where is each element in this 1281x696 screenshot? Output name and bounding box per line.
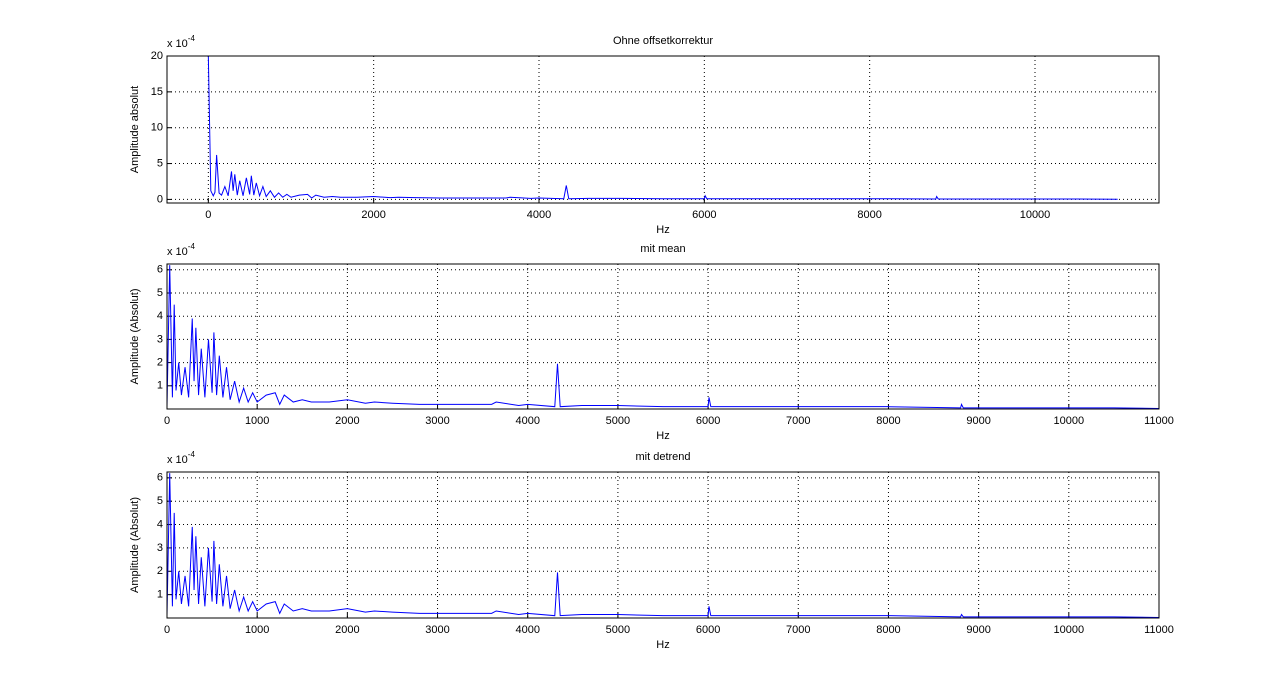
y-multiplier: x 10-4 [167,34,195,50]
y-tick-label: 6 [157,472,163,484]
x-tick-label: 9000 [966,415,990,427]
y-multiplier-exponent: -4 [188,34,196,43]
y-tick-label: 5 [157,287,163,299]
axes-border [166,471,1160,619]
y-tick-label: 6 [157,264,163,276]
y-tick-label: 1 [157,380,163,392]
x-tick-label: 2000 [361,209,385,221]
x-tick-label: 10000 [1054,415,1085,427]
x-tick-label: 6000 [696,415,720,427]
x-tick-label: 6000 [692,209,716,221]
y-multiplier-base: x 10 [167,38,188,50]
y-tick-label: 10 [151,122,163,134]
y-multiplier-exponent: -4 [188,242,196,251]
x-tick-label: 8000 [857,209,881,221]
y-tick-label: 20 [151,50,163,62]
y-tick-label: 2 [157,565,163,577]
y-tick-label: 2 [157,357,163,369]
y-tick-label: 5 [157,157,163,169]
x-tick-label: 4000 [515,415,539,427]
y-tick-label: 0 [157,193,163,205]
plot-title: Ohne offsetkorrektur [613,35,713,47]
x-tick-label: 2000 [335,415,359,427]
x-tick-label: 9000 [966,624,990,636]
x-axis-label: Hz [656,639,669,651]
axes-frame [166,55,1160,204]
y-tick-label: 4 [157,518,163,530]
y-multiplier: x 10-4 [167,450,195,466]
axes-frame [166,263,1160,410]
x-tick-label: 0 [164,415,170,427]
x-tick-label: 11000 [1144,415,1174,427]
spectrum-line [167,265,1159,409]
x-tick-label: 5000 [606,624,630,636]
x-tick-label: 0 [164,624,170,636]
x-tick-label: 2000 [335,624,359,636]
x-tick-label: 6000 [696,624,720,636]
y-tick-label: 3 [157,333,163,345]
axes-border [166,263,1160,410]
x-tick-label: 7000 [786,624,810,636]
spectrum-line [207,56,1118,200]
y-multiplier-base: x 10 [167,246,188,258]
y-tick-label: 4 [157,310,163,322]
axes-border [166,55,1160,204]
x-tick-label: 1000 [245,415,269,427]
y-tick-label: 15 [151,86,163,98]
x-axis-label: Hz [656,430,669,442]
y-tick-label: 5 [157,495,163,507]
x-tick-label: 4000 [527,209,551,221]
y-tick-label: 1 [157,589,163,601]
x-tick-label: 11000 [1144,624,1174,636]
y-axis-label: Amplitude absolut [129,86,141,173]
x-tick-label: 8000 [876,624,900,636]
y-multiplier-base: x 10 [167,454,188,466]
x-tick-label: 3000 [425,415,449,427]
x-tick-label: 3000 [425,624,449,636]
x-tick-label: 8000 [876,415,900,427]
spectrum-line [167,473,1159,618]
y-axis-label: Amplitude (Absolut) [129,497,141,593]
x-tick-label: 5000 [606,415,630,427]
x-tick-label: 4000 [515,624,539,636]
x-tick-label: 1000 [245,624,269,636]
y-tick-label: 3 [157,542,163,554]
y-multiplier-exponent: -4 [188,450,196,459]
x-axis-label: Hz [656,224,669,236]
x-tick-label: 7000 [786,415,810,427]
axes-frame [166,471,1160,619]
x-tick-label: 10000 [1054,624,1085,636]
plot-title: mit detrend [635,451,690,463]
x-tick-label: 0 [205,209,211,221]
plot-title: mit mean [640,243,685,255]
y-multiplier: x 10-4 [167,242,195,258]
x-tick-label: 10000 [1020,209,1051,221]
y-axis-label: Amplitude (Absolut) [129,289,141,385]
